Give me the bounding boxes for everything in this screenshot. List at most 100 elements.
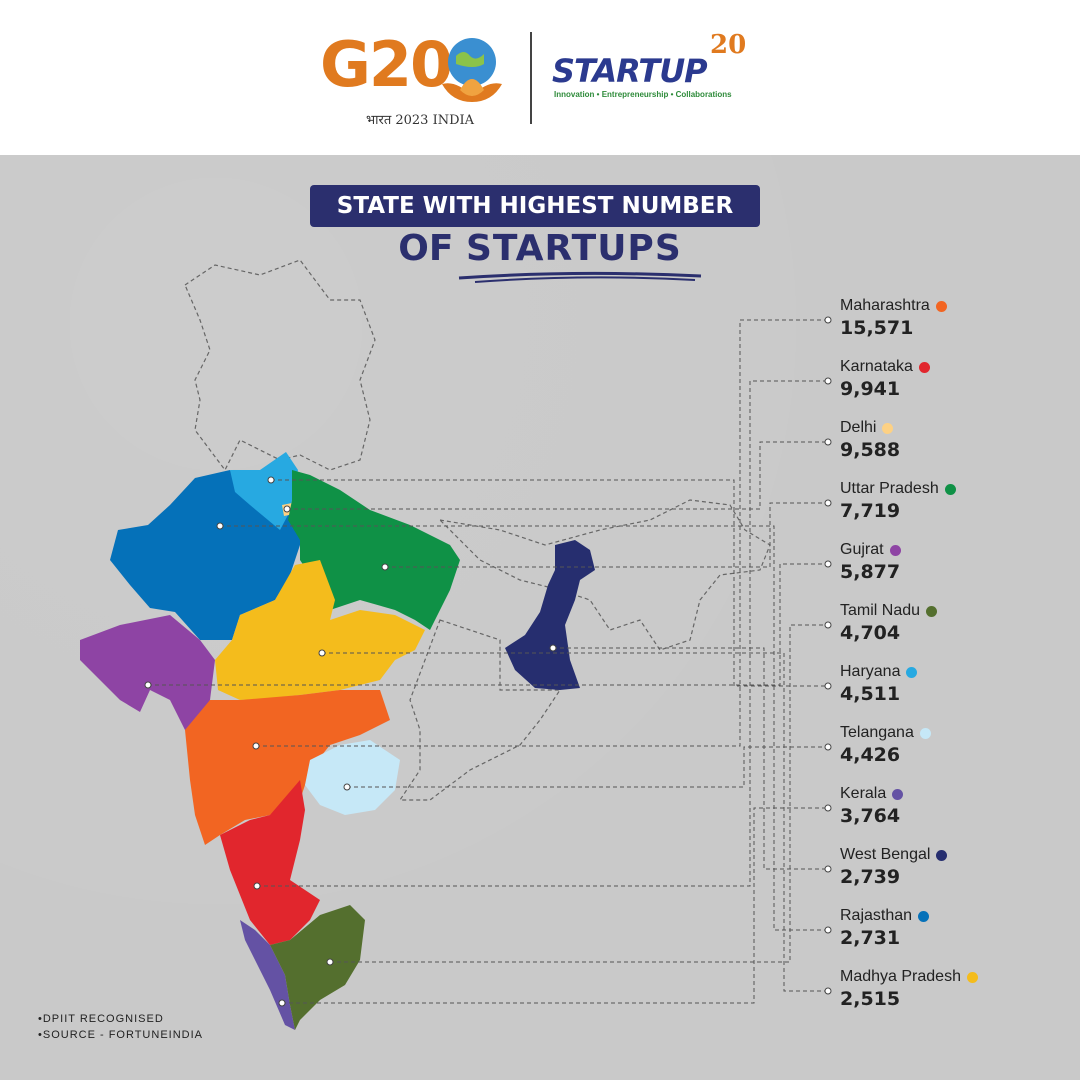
legend-color-dot: [944, 483, 956, 495]
legend-item-uttar-pradesh: Uttar Pradesh: [840, 480, 956, 498]
legend-color-dot: [936, 849, 948, 861]
leader-endpoint: [343, 783, 351, 791]
title-emphasis: STARTUPS: [465, 228, 682, 269]
legend-color-dot: [935, 300, 947, 312]
leader-line-karnataka: [257, 380, 828, 887]
legend-item-delhi: Delhi: [840, 419, 894, 437]
map-outline-north: [184, 259, 376, 472]
leader-endpoint: [216, 522, 224, 530]
legend-item-haryana: Haryana: [840, 663, 918, 681]
legend-state-name: West Bengal: [840, 846, 931, 863]
state-shape-west-bengal: [505, 540, 595, 690]
leader-line-kerala: [282, 807, 828, 1004]
legend-item-gujrat: Gujrat: [840, 541, 901, 559]
legend-item-karnataka: Karnataka: [840, 358, 930, 376]
map-outline-east: [398, 619, 562, 801]
legend-color-dot: [926, 605, 938, 617]
leader-endpoint: [824, 926, 832, 934]
legend-item-kerala: Kerala: [840, 785, 904, 803]
leader-endpoint: [318, 649, 326, 657]
state-shape-telangana: [305, 740, 400, 815]
legend-state-value: 2,739: [840, 866, 901, 888]
footnote-source: •SOURCE - FORTUNEINDIA: [38, 1029, 203, 1041]
title-line-1: STATE WITH HIGHEST NUMBER: [336, 193, 734, 219]
leader-endpoint: [824, 865, 832, 873]
legend-state-value: 7,719: [840, 500, 901, 522]
title-prefix: OF: [398, 228, 454, 269]
title-banner: STATE WITH HIGHEST NUMBER: [310, 185, 760, 227]
legend-item-tamil-nadu: Tamil Nadu: [840, 602, 938, 620]
g20-logo-subtitle: भारत 2023 INDIA: [366, 113, 475, 128]
legend-state-value: 5,877: [840, 561, 901, 583]
leader-endpoint: [252, 742, 260, 750]
leader-endpoint: [824, 499, 832, 507]
legend-state-name: Telangana: [840, 724, 914, 741]
legend-color-dot: [919, 727, 931, 739]
lotus-globe-icon: [442, 38, 502, 102]
leader-endpoint: [824, 621, 832, 629]
leader-endpoint: [326, 958, 334, 966]
legend-state-value: 4,511: [840, 683, 901, 705]
startup-logo-tagline: Innovation • Entrepreneurship • Collabor…: [554, 90, 732, 99]
legend-state-value: 3,764: [840, 805, 901, 827]
legend-state-value: 4,704: [840, 622, 901, 644]
leader-endpoint: [824, 743, 832, 751]
legend-item-madhya-pradesh: Madhya Pradesh: [840, 968, 978, 986]
leader-line-uttar-pradesh: [385, 502, 828, 568]
legend-color-dot: [889, 544, 901, 556]
header-divider: [530, 32, 532, 124]
startup-logo-text: STARTUP: [552, 52, 708, 90]
legend-state-name: Tamil Nadu: [840, 602, 921, 619]
legend-state-value: 2,731: [840, 927, 901, 949]
legend-state-name: Gujrat: [840, 541, 884, 558]
leader-line-madhya-pradesh: [322, 652, 828, 992]
legend-color-dot: [966, 971, 978, 983]
legend-color-dot: [918, 361, 930, 373]
leader-endpoint: [381, 563, 389, 571]
map-outline-northeast: [438, 499, 771, 651]
title-underline: [458, 271, 702, 283]
legend-color-dot: [918, 910, 930, 922]
footnote-dpiit: •DPIIT RECOGNISED: [38, 1013, 164, 1025]
legend-color-dot: [906, 666, 918, 678]
leader-line-tamil-nadu: [330, 624, 828, 963]
legend-state-value: 2,515: [840, 988, 901, 1010]
state-shape-maharashtra: [185, 690, 390, 845]
leader-line-maharashtra: [256, 319, 828, 747]
leader-endpoint: [824, 560, 832, 568]
legend-state-name: Karnataka: [840, 358, 913, 375]
legend-state-value: 15,571: [840, 317, 914, 339]
legend-color-dot: [882, 422, 894, 434]
leader-endpoint: [824, 804, 832, 812]
leader-lines: [144, 316, 832, 1007]
leader-endpoint: [824, 987, 832, 995]
leader-endpoint: [144, 681, 152, 689]
state-shape-karnataka: [220, 780, 320, 945]
legend-item-maharashtra: Maharashtra: [840, 297, 947, 315]
leader-endpoint: [824, 316, 832, 324]
startup20-logo: STARTUP 20 Innovation • Entrepreneurship…: [552, 30, 772, 120]
legend-state-value: 4,426: [840, 744, 901, 766]
leader-line-telangana: [347, 746, 828, 788]
leader-line-gujrat: [148, 563, 828, 686]
leader-line-haryana: [271, 479, 828, 687]
legend-item-rajasthan: Rajasthan: [840, 907, 930, 925]
legend-color-dot: [892, 788, 904, 800]
title-line-2: OF STARTUPS: [340, 228, 740, 269]
legend-state-name: Maharashtra: [840, 297, 930, 314]
startup-logo-number: 20: [710, 30, 747, 60]
g20-logo: G20 भारत 2023 INDIA: [320, 28, 510, 138]
leader-endpoint: [283, 505, 291, 513]
legend-item-west-bengal: West Bengal: [840, 846, 948, 864]
leader-endpoint: [253, 882, 261, 890]
legend-state-name: Delhi: [840, 419, 877, 436]
leader-endpoint: [824, 377, 832, 385]
legend-state-value: 9,588: [840, 439, 901, 461]
leader-endpoint: [549, 644, 557, 652]
legend-state-name: Madhya Pradesh: [840, 968, 961, 985]
leader-line-delhi: [287, 441, 828, 510]
legend-state-name: Uttar Pradesh: [840, 480, 939, 497]
legend-state-name: Haryana: [840, 663, 901, 680]
leader-line-west-bengal: [553, 647, 828, 870]
